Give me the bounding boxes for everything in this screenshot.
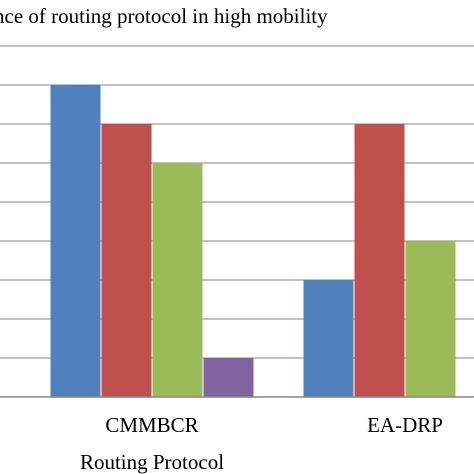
x-tick-label: CMMBCR <box>105 413 198 437</box>
bar-cmmbcr-series-3 <box>152 163 203 397</box>
bar-cmmbcr-series-2 <box>101 124 152 397</box>
bars <box>50 85 456 397</box>
bar-ea-drp-series-1 <box>303 280 354 397</box>
chart-title: nce of routing protocol in high mobility <box>0 4 328 28</box>
bar-ea-drp-series-2 <box>354 124 405 397</box>
x-axis-title: Routing Protocol <box>80 450 224 474</box>
x-tick-label: EA-DRP <box>367 413 443 437</box>
x-tick-labels: CMMBCR EA-DRP <box>105 413 443 437</box>
bar-cmmbcr-series-1 <box>50 85 101 397</box>
bar-ea-drp-series-3 <box>405 241 456 397</box>
bar-cmmbcr-series-4 <box>203 358 254 397</box>
